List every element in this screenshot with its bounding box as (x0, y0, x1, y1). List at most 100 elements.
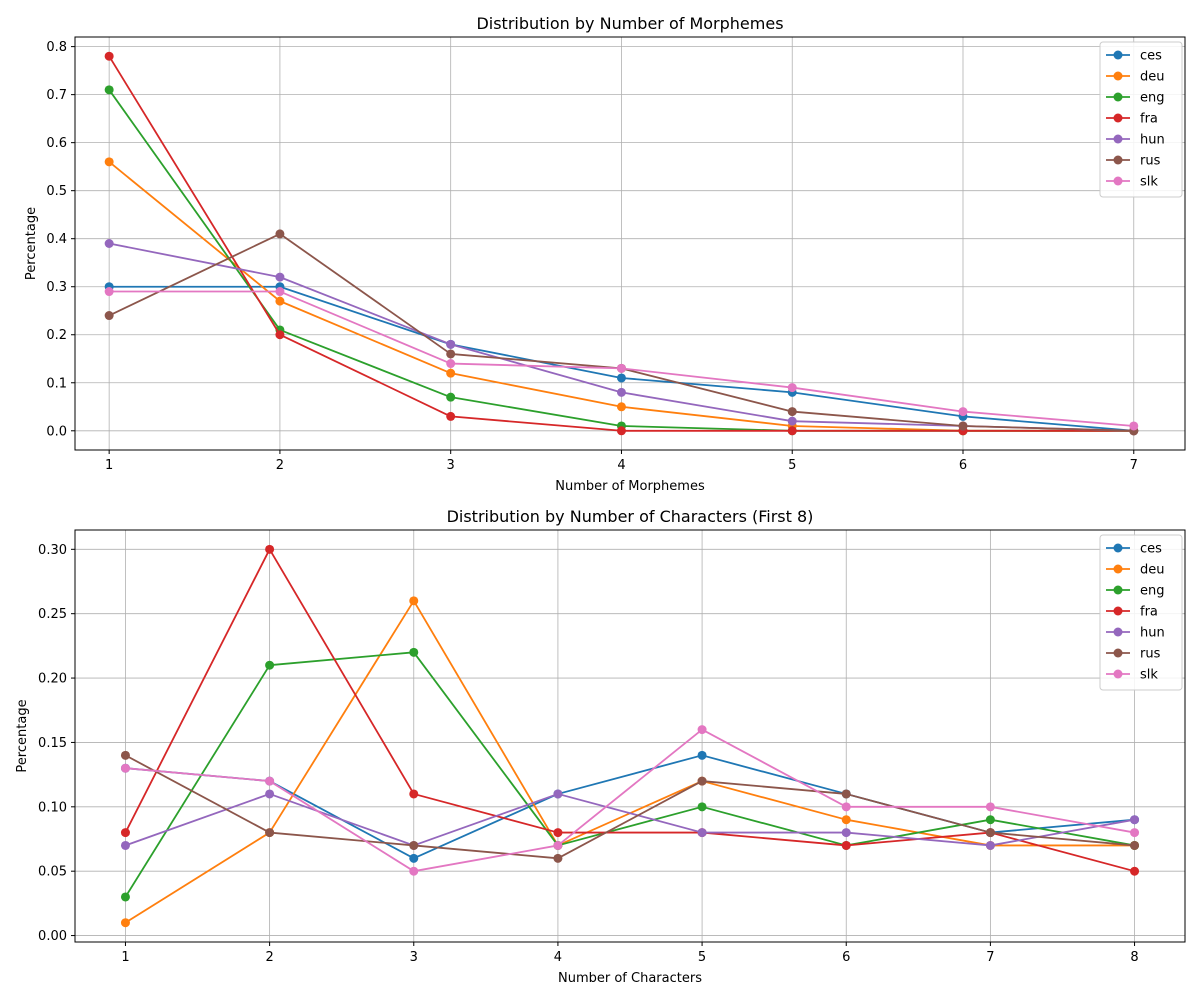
y-tick-label: 0.15 (38, 736, 67, 751)
legend-label: slk (1140, 668, 1158, 683)
data-point-rus (697, 776, 707, 786)
series-hun (120, 789, 1140, 850)
axes-frame (74, 36, 1186, 451)
legend-label: hun (1140, 626, 1165, 641)
data-point-rus (553, 853, 563, 863)
data-point-rus (841, 789, 851, 799)
data-point-slk (265, 776, 275, 786)
data-point-fra (446, 411, 456, 421)
legend-marker (1113, 564, 1123, 574)
axes-frame (74, 529, 1186, 943)
legend-entry-fra: fra (1106, 112, 1158, 127)
y-tick-label: 0.6 (46, 136, 67, 151)
data-point-deu (841, 815, 851, 825)
data-point-slk (409, 866, 419, 876)
y-tick-label: 0.25 (38, 607, 67, 622)
data-point-slk (104, 287, 114, 297)
y-tick-label: 0.05 (38, 865, 67, 880)
data-point-hun (1130, 815, 1140, 825)
data-point-hun (616, 387, 626, 397)
data-point-rus (120, 750, 130, 760)
x-tick-label: 6 (959, 458, 967, 473)
series-rus (120, 750, 1140, 863)
x-tick-label: 3 (410, 950, 418, 965)
x-axis-label: Number of Characters (558, 971, 702, 986)
data-point-deu (120, 918, 130, 928)
data-point-ces (616, 373, 626, 383)
legend-entry-rus: rus (1106, 154, 1161, 169)
data-point-rus (985, 828, 995, 838)
chart-title: Distribution by Number of Morphemes (476, 14, 783, 33)
data-point-eng (120, 892, 130, 902)
x-tick-label: 7 (986, 950, 994, 965)
data-point-eng (985, 815, 995, 825)
legend-entry-slk: slk (1106, 175, 1158, 190)
data-point-slk (446, 359, 456, 369)
legend-marker (1113, 669, 1123, 679)
x-tick-label: 2 (276, 458, 284, 473)
data-point-slk (697, 725, 707, 735)
data-point-fra (616, 426, 626, 436)
data-point-fra (120, 828, 130, 838)
legend-marker (1113, 543, 1123, 553)
legend-marker (1113, 176, 1123, 186)
morphemes-chart: 1 2 3 4 5 6 7 0.0 0.1 0.2 0.3 0.4 0.5 0.6 0.7 0.8 Distri… (24, 14, 1186, 494)
data-point-hun (275, 272, 285, 282)
data-point-slk (275, 287, 285, 297)
legend-label: deu (1140, 563, 1165, 578)
y-tick-label: 0.1 (46, 376, 67, 391)
data-point-hun (265, 789, 275, 799)
data-point-slk (985, 802, 995, 812)
legend-label: rus (1140, 154, 1161, 169)
data-point-eng (265, 660, 275, 670)
x-tick-label: 1 (121, 950, 129, 965)
legend-marker (1113, 627, 1123, 637)
data-point-fra (841, 840, 851, 850)
legend-label: slk (1140, 175, 1158, 190)
legend-entry-deu: deu (1106, 70, 1165, 85)
characters-chart: 1 2 3 4 5 6 7 8 0.00 0.05 0.10 0.15 0.20 0.25 0.30 Dist… (15, 507, 1186, 986)
legend-entry-eng: eng (1106, 584, 1165, 599)
data-point-fra (787, 426, 797, 436)
legend-marker (1113, 585, 1123, 595)
legend-entry-ces: ces (1106, 542, 1162, 557)
data-point-deu (409, 596, 419, 606)
legend-entry-hun: hun (1106, 626, 1165, 641)
data-point-rus (275, 229, 285, 239)
legend-label: ces (1140, 542, 1162, 557)
data-point-slk (841, 802, 851, 812)
legend: ces deu eng fra hun rus slk (1099, 534, 1183, 691)
x-tick-label: 5 (698, 950, 706, 965)
y-tick-label: 0.8 (46, 40, 67, 55)
series-line-eng (124, 651, 1135, 898)
legend-marker (1113, 50, 1123, 60)
series-line-fra (124, 548, 1135, 873)
data-point-deu (616, 402, 626, 412)
legend-marker (1113, 155, 1123, 165)
x-tick-label: 4 (554, 950, 562, 965)
legend-label: fra (1140, 112, 1158, 127)
x-tick-label: 3 (447, 458, 455, 473)
data-point-rus (446, 349, 456, 359)
data-point-fra (104, 51, 114, 61)
y-tick-label: 0.20 (38, 672, 67, 687)
data-point-hun (985, 840, 995, 850)
y-tick-label: 0.00 (38, 929, 67, 944)
data-point-fra (1130, 866, 1140, 876)
legend-label: ces (1140, 49, 1162, 64)
legend-entry-ces: ces (1106, 49, 1162, 64)
data-point-eng (104, 85, 114, 95)
x-tick-label: 2 (265, 950, 273, 965)
data-point-slk (616, 363, 626, 373)
data-point-rus (787, 407, 797, 417)
plot-area (75, 530, 1185, 942)
data-point-rus (1130, 840, 1140, 850)
legend-entry-eng: eng (1106, 91, 1165, 106)
data-point-hun (446, 339, 456, 349)
legend-marker (1113, 113, 1123, 123)
data-point-hun (841, 828, 851, 838)
y-axis-label: Percentage (15, 699, 30, 772)
y-tick-label: 0.3 (46, 280, 67, 295)
legend-label: fra (1140, 605, 1158, 620)
